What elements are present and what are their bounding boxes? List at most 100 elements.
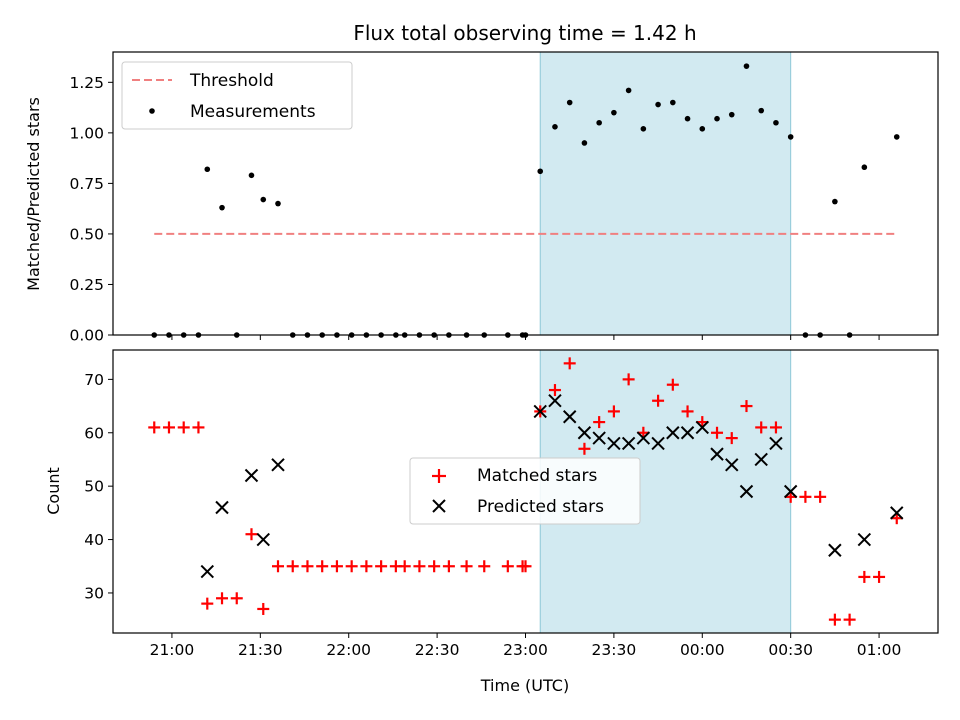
matched-stars-point — [230, 592, 243, 605]
matched-stars-point — [478, 560, 491, 573]
x-tick-label: 23:00 — [503, 641, 548, 659]
measurement-point — [275, 200, 281, 207]
predicted-stars-point — [244, 468, 259, 483]
matched-stars-point — [201, 597, 214, 610]
matched-stars-point — [316, 560, 329, 573]
matched-stars-point — [192, 421, 205, 434]
matched-stars-point — [428, 560, 441, 573]
predicted-stars-point — [592, 431, 606, 445]
predicted-stars-point — [754, 452, 768, 467]
x-tick-label: 00:00 — [680, 641, 725, 659]
matched-stars-point — [769, 421, 782, 434]
count-legend: Matched stars Predicted stars — [409, 457, 641, 525]
predicted-stars-point — [739, 484, 754, 499]
legend-matched-swatch — [432, 469, 446, 483]
predicted-stars-point — [651, 436, 665, 451]
matched-stars-point — [148, 421, 161, 434]
matched-stars-point — [607, 405, 620, 418]
x-tick-label: 22:30 — [415, 641, 460, 659]
y-tick-label: 70 — [84, 371, 104, 389]
predicted-stars-point — [890, 506, 904, 520]
predicted-stars-point — [680, 426, 695, 440]
predicted-stars-point — [607, 436, 621, 451]
predicted-stars-point — [769, 436, 783, 451]
ratio-legend: Threshold Measurements — [121, 61, 353, 130]
measurement-point — [596, 119, 602, 126]
matched-stars-point — [548, 384, 561, 397]
count-legend-box — [409, 457, 641, 525]
x-tick-label: 22:00 — [326, 641, 371, 659]
legend-matched-label: Matched stars — [477, 466, 597, 486]
matched-stars-point — [216, 592, 229, 605]
matched-stars-point — [398, 560, 411, 573]
measurement-point — [204, 166, 211, 173]
measurement-point — [248, 172, 255, 179]
measurement-point — [743, 63, 750, 69]
ratio-legend-box — [121, 61, 353, 130]
ratio-shaded-span — [539, 51, 792, 336]
y-tick-label: 0.00 — [69, 327, 104, 345]
y-tick-label: 50 — [84, 478, 104, 496]
legend-threshold-label: Threshold — [189, 71, 274, 91]
measurement-point — [260, 196, 267, 203]
y-tick-label: 0.75 — [69, 175, 104, 193]
matched-stars-point — [286, 560, 299, 573]
predicted-stars-point — [666, 426, 680, 440]
measurement-point — [787, 134, 794, 140]
predicted-stars-point — [710, 447, 724, 461]
matched-stars-point — [740, 400, 753, 413]
measurement-point — [699, 126, 706, 132]
y-tick-label: 1.00 — [69, 124, 104, 142]
measurement-point — [625, 87, 632, 94]
legend-predicted-label: Predicted stars — [477, 497, 604, 517]
matched-stars-point — [725, 432, 738, 445]
predicted-stars-point — [215, 500, 229, 515]
matched-stars-point — [413, 560, 426, 573]
matched-stars-point — [622, 373, 635, 386]
measurement-point — [773, 119, 779, 126]
measurement-point — [640, 126, 647, 132]
y-tick-label: 40 — [84, 531, 104, 549]
matched-stars-point — [843, 613, 856, 626]
y-tick-label: 0.25 — [69, 276, 104, 294]
predicted-stars-point — [256, 532, 270, 547]
y-tick-label: 60 — [84, 424, 104, 442]
x-tick-label: 21:30 — [238, 641, 283, 659]
measurement-point — [219, 204, 225, 211]
matched-stars-point — [711, 426, 724, 439]
predicted-stars-point — [271, 458, 285, 472]
measurement-point — [714, 115, 720, 122]
predicted-stars-point — [725, 458, 739, 472]
measurement-point — [861, 164, 868, 171]
predicted-stars-point — [857, 532, 872, 547]
ratio-y-axis-label: Matched/Predicted stars — [24, 97, 43, 291]
chart-title: Flux total observing time = 1.42 h — [353, 21, 696, 45]
matched-stars-point — [177, 421, 190, 434]
matched-stars-point — [814, 490, 827, 503]
measurement-point — [537, 168, 544, 175]
x-tick-label: 01:00 — [857, 641, 902, 659]
measurement-point — [655, 101, 661, 108]
measurement-point — [581, 140, 588, 146]
measurement-point — [684, 115, 691, 122]
measurement-point — [611, 109, 617, 116]
matched-stars-point — [828, 613, 841, 626]
matched-stars-point — [162, 421, 175, 434]
measurement-point — [758, 107, 765, 114]
count-y-axis-label: Count — [44, 467, 63, 515]
matched-stars-point — [345, 560, 358, 573]
matched-stars-point — [755, 421, 768, 434]
measurement-point — [552, 123, 558, 130]
matched-stars-point — [652, 394, 665, 407]
predicted-stars-point — [577, 426, 592, 440]
matched-stars-point — [442, 560, 455, 573]
predicted-stars-point — [200, 564, 214, 579]
y-tick-label: 1.25 — [69, 74, 104, 92]
measurement-point — [670, 99, 676, 106]
matched-stars-point — [519, 560, 532, 573]
matched-stars-point — [593, 416, 606, 429]
predicted-stars-point — [783, 484, 798, 499]
y-tick-label: 30 — [84, 584, 104, 602]
legend-measurements-label: Measurements — [190, 102, 316, 122]
